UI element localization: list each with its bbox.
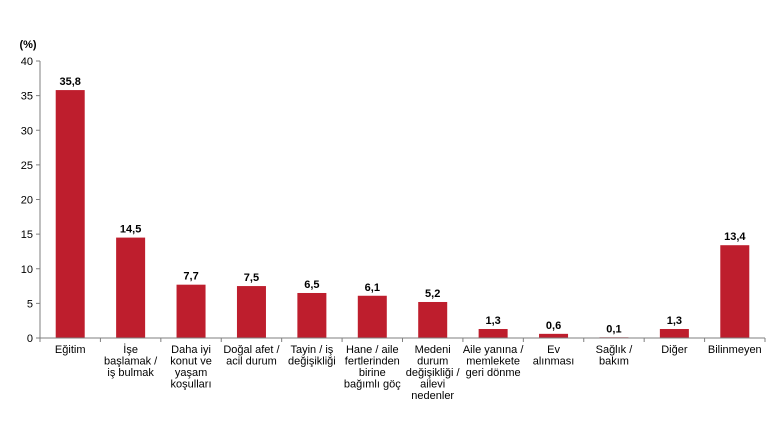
bar bbox=[659, 328, 689, 338]
y-tick-label: 40 bbox=[21, 56, 33, 68]
category-label: Ev alınması bbox=[533, 344, 575, 368]
category-labels: Eğitim İşe başlamak / iş bulmak Daha iyi konu… bbox=[55, 343, 762, 402]
bar bbox=[176, 284, 206, 338]
value-label: 6,1 bbox=[365, 282, 380, 294]
category-label: Tayin / iş değişikliği bbox=[288, 344, 336, 368]
bar bbox=[357, 295, 387, 338]
bar bbox=[720, 245, 750, 338]
bars bbox=[55, 90, 750, 339]
category-label: Eğitim bbox=[55, 344, 86, 356]
value-labels: 35,8 14,5 7,7 7,5 6,5 6,1 5,2 1,3 0,6 0,1 1,3 13,4 bbox=[59, 76, 746, 335]
unit-label: (%) bbox=[19, 39, 36, 51]
value-label: 6,5 bbox=[304, 279, 319, 291]
y-tick-label: 20 bbox=[21, 195, 33, 207]
category-label: İşe başlamak / iş bulmak bbox=[104, 343, 158, 379]
category-label: Doğal afet / acil durum bbox=[223, 344, 280, 368]
value-label: 0,6 bbox=[546, 320, 561, 332]
bar bbox=[539, 333, 569, 338]
value-label: 1,3 bbox=[485, 315, 500, 327]
value-label: 5,2 bbox=[425, 288, 440, 300]
value-label: 0,1 bbox=[606, 323, 621, 335]
category-label: Aile yanına / memlekete geri dönme bbox=[463, 344, 524, 379]
category-label: Daha iyi konut ve yaşam koşulları bbox=[170, 344, 212, 391]
category-label: Hane / aile fertlerinden birine bağımlı göç bbox=[344, 344, 401, 391]
category-label: Diğer bbox=[661, 344, 688, 356]
y-tick-label: 15 bbox=[21, 229, 33, 241]
value-label: 1,3 bbox=[667, 315, 682, 327]
bar bbox=[478, 328, 508, 338]
y-axis: 0 5 10 15 20 25 30 35 40 bbox=[21, 56, 766, 345]
bar bbox=[55, 90, 85, 339]
value-label: 14,5 bbox=[120, 224, 141, 236]
category-label: Medeni durum değişikliği / ailevi nedenler bbox=[406, 344, 461, 402]
y-tick-label: 5 bbox=[27, 298, 33, 310]
y-tick-label: 0 bbox=[27, 333, 33, 345]
category-label: Bilinmeyen bbox=[708, 344, 762, 356]
value-label: 13,4 bbox=[724, 231, 746, 243]
bar bbox=[297, 292, 327, 338]
y-tick-label: 10 bbox=[21, 264, 33, 276]
value-label: 7,5 bbox=[244, 272, 259, 284]
y-tick-label: 35 bbox=[21, 91, 33, 103]
y-tick-label: 25 bbox=[21, 160, 33, 172]
y-tick-label: 30 bbox=[21, 125, 33, 137]
value-label: 35,8 bbox=[59, 76, 80, 88]
bar bbox=[236, 286, 266, 338]
bar bbox=[116, 237, 146, 338]
category-label: Sağlık / bakım bbox=[596, 344, 634, 368]
value-label: 7,7 bbox=[183, 271, 198, 283]
bar bbox=[418, 301, 448, 338]
